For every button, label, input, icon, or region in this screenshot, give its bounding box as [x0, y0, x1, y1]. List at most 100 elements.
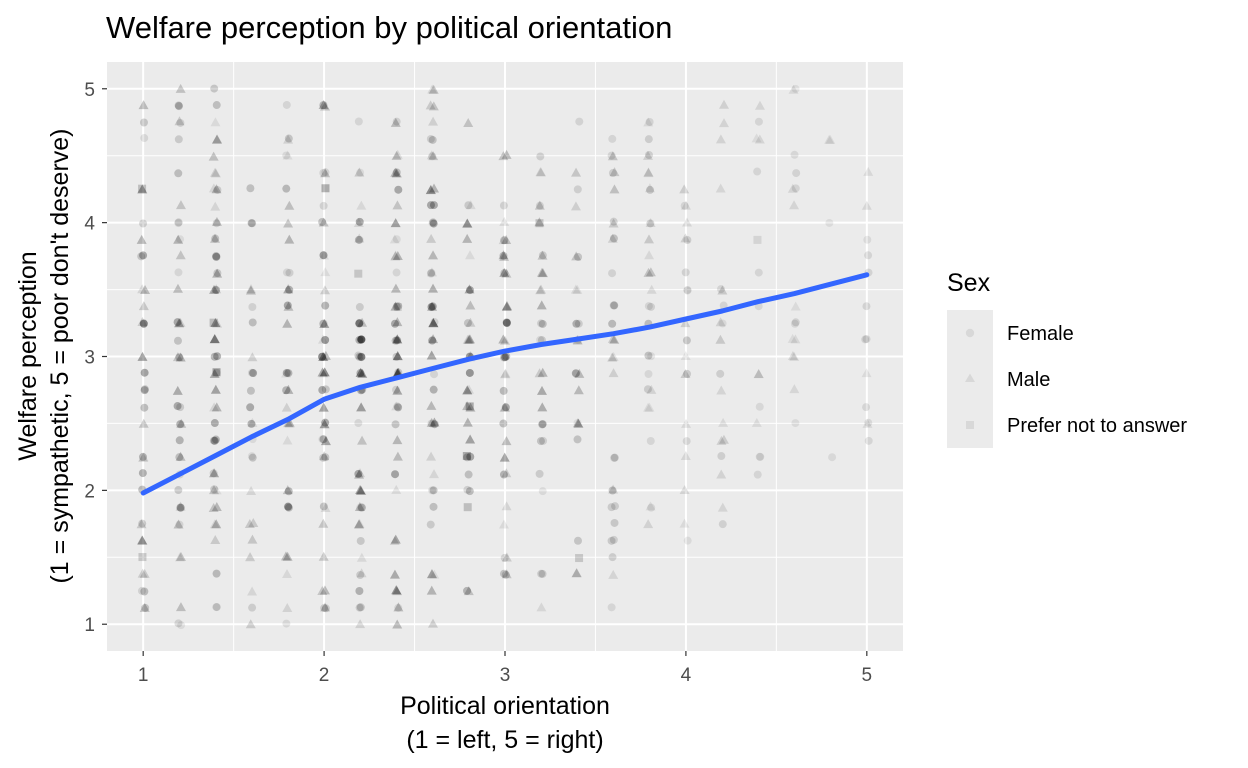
point-female: [644, 150, 653, 159]
point-female: [212, 368, 221, 377]
point-male: [210, 168, 221, 178]
point-female: [430, 370, 439, 379]
point-female: [174, 101, 183, 110]
point-female: [538, 251, 547, 260]
point-male: [320, 436, 331, 446]
point-male: [536, 300, 547, 310]
point-female: [355, 303, 364, 312]
point-female: [430, 420, 439, 429]
point-male: [608, 368, 619, 378]
point-female: [463, 319, 472, 328]
point-male: [209, 402, 220, 412]
point-male: [862, 418, 873, 428]
point-male: [281, 402, 292, 412]
point-male: [571, 568, 582, 578]
point-female: [321, 453, 330, 462]
point-female: [140, 134, 149, 143]
point-female: [717, 452, 726, 461]
point-female: [790, 319, 799, 328]
point-male: [536, 385, 547, 395]
point-male: [139, 568, 150, 578]
point-male: [390, 283, 401, 293]
point-male: [462, 417, 473, 427]
point-male: [429, 569, 440, 579]
point-male: [537, 250, 548, 260]
point-male: [498, 235, 509, 245]
point-male: [357, 368, 368, 378]
point-female: [429, 486, 438, 495]
point-female: [502, 318, 511, 327]
point-female: [212, 252, 221, 261]
point-male: [679, 484, 690, 494]
point-male: [208, 485, 219, 495]
point-male: [425, 185, 436, 195]
point-female: [140, 403, 149, 412]
chart-title: Welfare perception by political orientat…: [106, 10, 672, 45]
point-male: [680, 318, 691, 328]
point-female: [791, 419, 800, 428]
point-male: [607, 352, 618, 362]
point-female: [536, 437, 545, 446]
point-male: [787, 183, 798, 193]
point-male: [392, 149, 403, 159]
point-prefer-not: [138, 553, 147, 562]
point-male: [790, 301, 801, 311]
point-male: [209, 334, 220, 344]
point-female: [683, 286, 692, 295]
legend-key-prefer-not: [947, 402, 993, 448]
point-male: [609, 167, 620, 177]
point-male: [245, 619, 256, 629]
point-male: [355, 619, 366, 629]
y-axis-ticks: 1 2 3 4 5: [84, 80, 107, 636]
point-female: [394, 403, 403, 412]
point-female: [175, 453, 184, 462]
point-female: [571, 369, 580, 378]
point-female: [754, 268, 763, 277]
point-male: [462, 334, 473, 344]
point-male: [245, 285, 256, 295]
point-male: [318, 551, 329, 561]
point-male: [501, 300, 512, 310]
point-female: [248, 303, 257, 312]
point-female: [174, 102, 183, 111]
point-male: [175, 250, 186, 260]
point-male: [355, 485, 366, 495]
point-male: [754, 134, 765, 144]
point-female: [610, 453, 619, 462]
point-female: [572, 319, 581, 328]
point-female: [427, 268, 436, 277]
point-male: [392, 586, 403, 596]
point-female: [573, 185, 582, 194]
point-male: [137, 284, 148, 294]
legend-label-female: Female: [1007, 323, 1074, 345]
point-male: [465, 300, 476, 310]
point-female: [357, 503, 366, 512]
point-female: [463, 485, 472, 494]
point-male: [715, 317, 726, 327]
point-male: [501, 234, 512, 244]
point-male: [536, 167, 547, 177]
point-male: [138, 418, 149, 428]
legend-label-prefer-not: Prefer not to answer: [1007, 415, 1187, 437]
point-female: [173, 402, 182, 411]
point-male: [393, 602, 404, 612]
point-male: [463, 334, 474, 344]
point-male: [212, 318, 223, 328]
point-male: [643, 117, 654, 127]
point-male: [210, 117, 221, 127]
point-male: [572, 418, 583, 428]
point-male: [138, 301, 149, 311]
point-male: [574, 368, 585, 378]
point-male: [425, 184, 436, 194]
point-male: [318, 217, 329, 227]
point-female: [391, 470, 400, 479]
point-female: [499, 419, 508, 428]
point-female: [318, 217, 327, 226]
point-female: [428, 486, 437, 495]
point-male: [788, 84, 799, 94]
point-female: [499, 386, 508, 395]
point-female: [464, 470, 473, 479]
point-male: [500, 402, 511, 412]
point-male: [391, 484, 402, 494]
point-female: [790, 150, 799, 159]
